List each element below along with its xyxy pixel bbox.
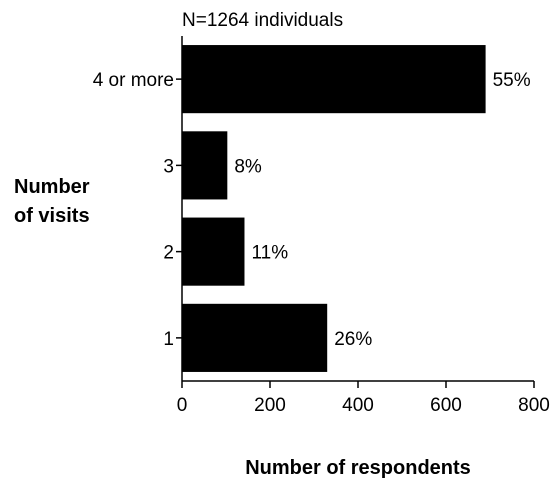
bar: [182, 45, 486, 114]
x-tick-label: 400: [342, 395, 374, 416]
bar: [182, 217, 245, 286]
y-tick-label: 4 or more: [93, 70, 174, 91]
x-tick-label: 200: [254, 395, 286, 416]
y-axis-label-line1: Number: [14, 176, 90, 198]
x-tick-label: 800: [518, 395, 550, 416]
x-tick-label: 0: [177, 395, 188, 416]
y-tick-label: 3: [163, 156, 174, 177]
bar: [182, 303, 328, 372]
bar-data-label: 55%: [493, 70, 531, 91]
x-axis-label: Number of respondents: [245, 457, 471, 479]
y-axis-label-line2: of visits: [14, 205, 90, 227]
bar-data-label: 26%: [334, 329, 372, 350]
x-tick-label: 600: [430, 395, 462, 416]
bar: [182, 131, 228, 200]
bar-data-label: 11%: [251, 243, 288, 264]
y-tick-label: 1: [163, 329, 174, 350]
bar-data-label: 8%: [234, 156, 262, 177]
y-tick-label: 2: [163, 243, 174, 264]
sample-size-annotation: N=1264 individuals: [182, 10, 343, 31]
